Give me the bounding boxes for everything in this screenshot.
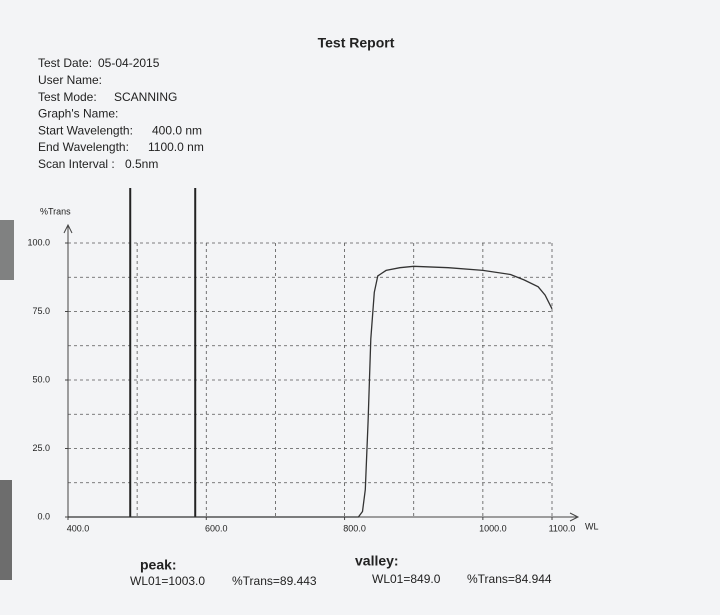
x-tick-label: 400.0: [67, 523, 90, 533]
y-tick-label: 100.0: [27, 237, 50, 247]
field-value: 1100.0 nm: [148, 140, 204, 154]
field-label: Graph's Name:: [38, 107, 118, 121]
field-value: 0.5nm: [125, 157, 158, 171]
x-axis-title: WL: [585, 521, 599, 531]
field-value: SCANNING: [114, 90, 177, 104]
x-tick-label: 800.0: [343, 523, 366, 533]
scan-streak: [0, 220, 14, 280]
title: Test Report: [318, 35, 395, 51]
x-axis-arrow: [569, 512, 580, 522]
scan-streak: [0, 480, 12, 580]
field-label: Start Wavelength:: [38, 123, 133, 137]
peak-title: peak:: [140, 557, 177, 573]
plot: %Trans WL 0.0 25.0 50.0 75.0 100.0 400.0 600.0 80…: [27, 188, 599, 533]
y-axis-arrow: [63, 223, 73, 234]
valley-wl: WL01=849.0: [372, 572, 441, 586]
peak-trans: %Trans=89.443: [232, 574, 317, 588]
y-tick-label: 75.0: [32, 306, 50, 316]
x-tick-label: 1000.0: [479, 523, 507, 533]
y-tick-label: 0.0: [37, 511, 50, 521]
y-tick-label: 50.0: [32, 374, 50, 384]
fields: Test Date: 05-04-2015 User Name: Test Mode:…: [38, 56, 204, 171]
valley-trans: %Trans=84.944: [467, 572, 552, 586]
peak-wl: WL01=1003.0: [130, 574, 205, 588]
field-label: End Wavelength:: [38, 140, 129, 154]
field-label: Scan Interval :: [38, 157, 115, 171]
y-axis-title: %Trans: [40, 206, 71, 216]
field-label: Test Mode:: [38, 90, 97, 104]
field-value: 05-04-2015: [98, 56, 160, 70]
y-tick-label: 25.0: [32, 443, 50, 453]
field-value: 400.0 nm: [152, 123, 202, 137]
valley-title: valley:: [355, 553, 399, 569]
x-tick-label: 1100.0: [549, 523, 576, 533]
field-label: Test Date:: [38, 56, 92, 70]
x-tick-label: 600.0: [205, 523, 228, 533]
field-label: User Name:: [38, 73, 102, 87]
series-line: [68, 265, 553, 518]
